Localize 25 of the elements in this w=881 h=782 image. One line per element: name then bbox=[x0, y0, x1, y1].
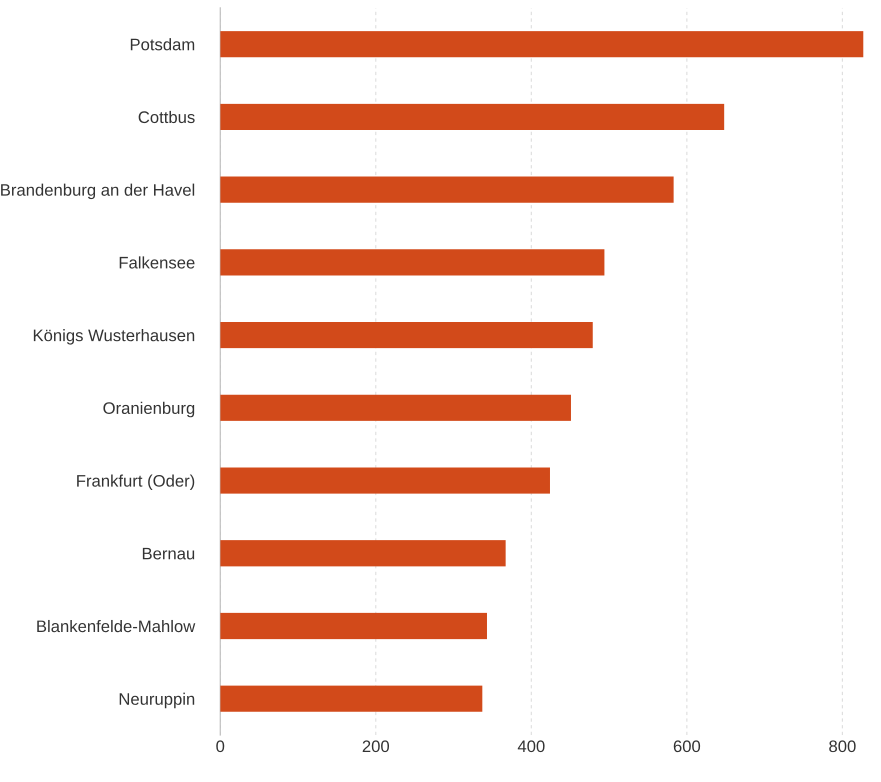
bar bbox=[220, 322, 593, 348]
y-tick-label: Brandenburg an der Havel bbox=[1, 184, 194, 200]
y-tick-label: Königs Wusterhausen bbox=[34, 329, 194, 345]
x-tick-label: 600 bbox=[674, 740, 700, 752]
bar bbox=[220, 540, 506, 566]
y-tick-label: Cottbus bbox=[138, 110, 195, 124]
bar bbox=[220, 104, 724, 130]
y-tick-label: Potsdam bbox=[130, 38, 194, 50]
y-tick-label: Blankenfelde-Mahlow bbox=[37, 620, 196, 632]
bar bbox=[220, 686, 482, 712]
bar bbox=[220, 249, 604, 276]
y-tick-label: Frankfurt (Oder) bbox=[77, 474, 194, 490]
y-tick-label: Falkensee bbox=[120, 256, 195, 269]
bar bbox=[220, 467, 550, 494]
y-tick-label: Neuruppin bbox=[120, 692, 194, 708]
x-tick-label: 400 bbox=[518, 740, 545, 752]
bar bbox=[220, 176, 674, 203]
bar bbox=[220, 612, 487, 640]
x-tick-label: 800 bbox=[829, 740, 856, 752]
x-tick-label: 0 bbox=[216, 740, 224, 752]
bar bbox=[220, 394, 571, 421]
x-tick-label: 200 bbox=[362, 740, 390, 752]
y-tick-label: Bernau bbox=[142, 548, 194, 560]
y-tick-label: Oranienburg bbox=[103, 402, 194, 418]
bar bbox=[220, 31, 864, 58]
